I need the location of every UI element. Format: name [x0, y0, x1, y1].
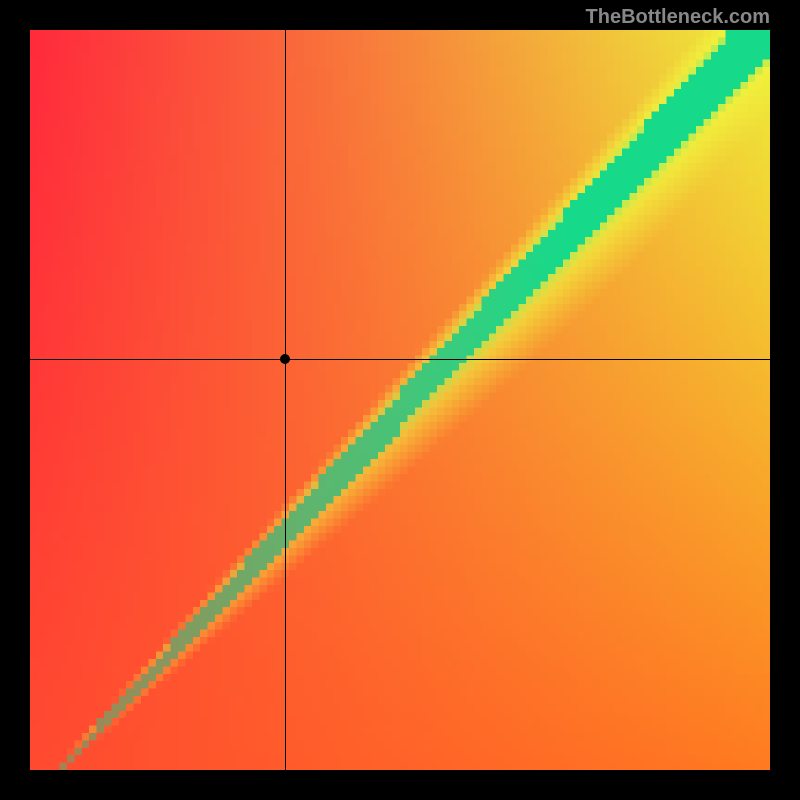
crosshair-vertical — [285, 30, 286, 770]
heatmap-canvas — [30, 30, 770, 770]
plot-area — [30, 30, 770, 770]
watermark-text: TheBottleneck.com — [586, 6, 770, 29]
crosshair-horizontal — [30, 359, 770, 360]
point-marker — [280, 354, 290, 364]
